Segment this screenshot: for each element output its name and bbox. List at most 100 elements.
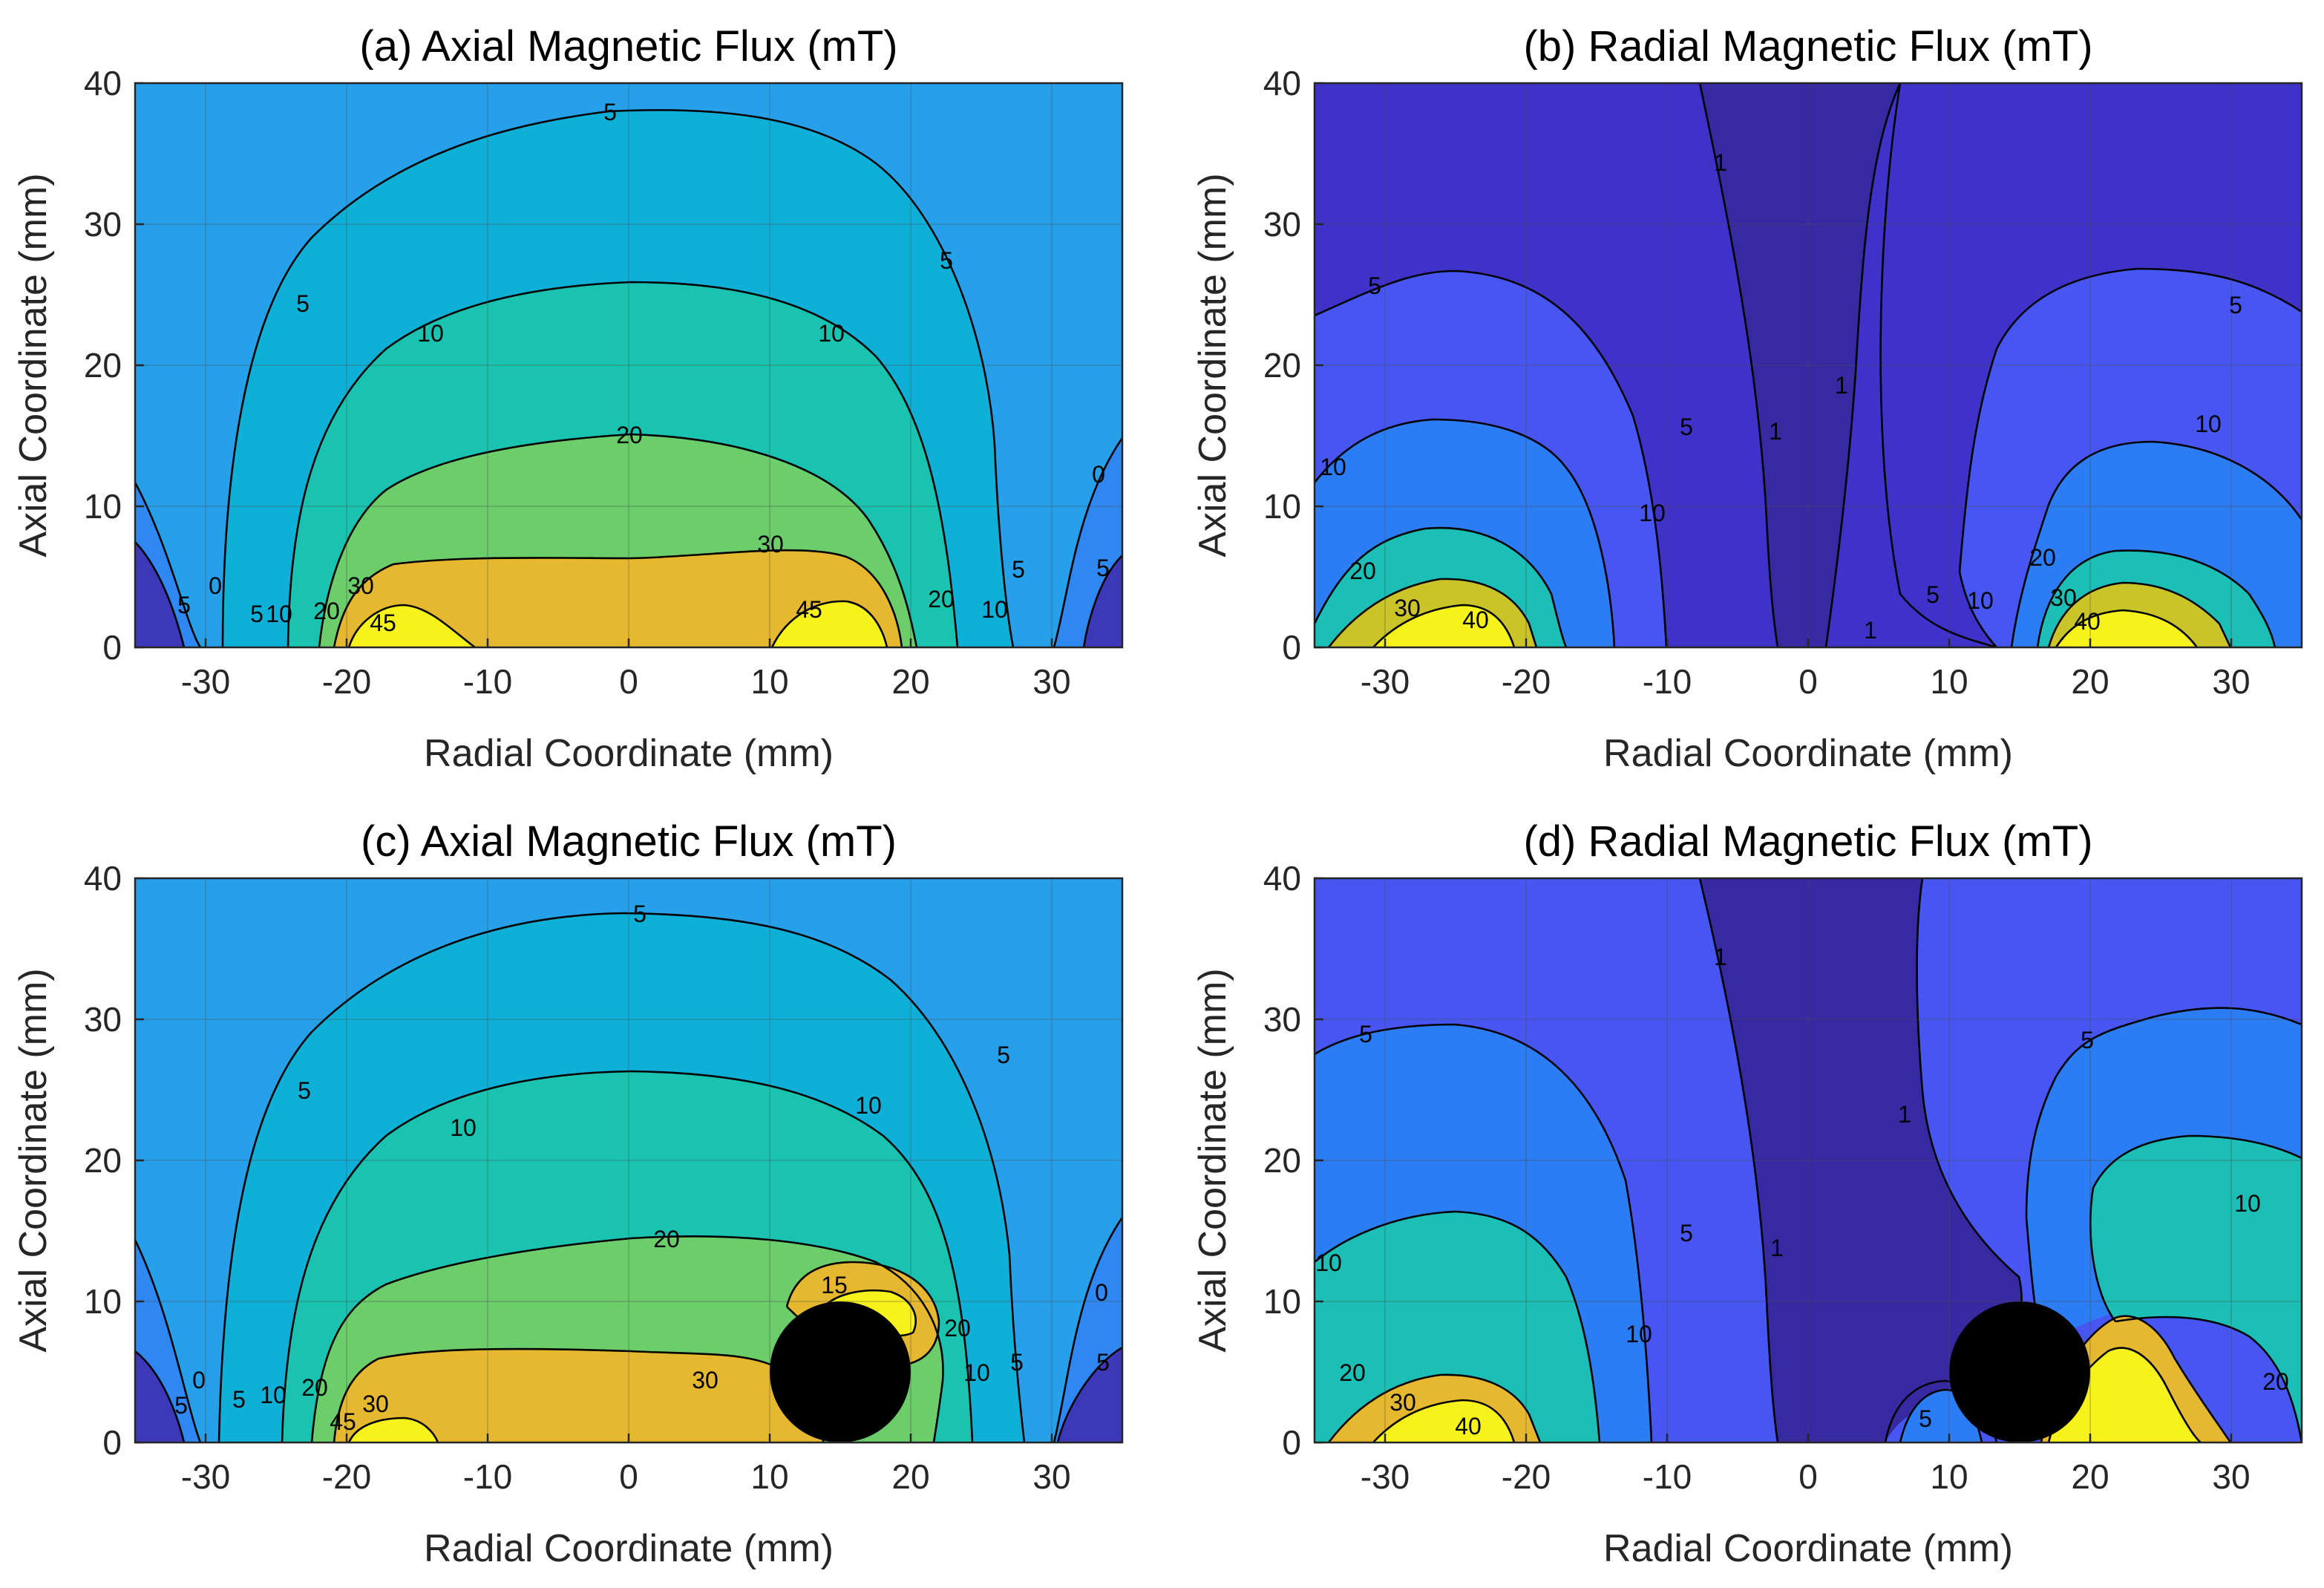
panel-b-contour-label: 40 [1462, 607, 1489, 633]
panel-a-contour-label: 20 [928, 586, 955, 612]
panel-b-contour-label: 30 [1394, 595, 1421, 621]
panel-c-contour-label: 45 [330, 1408, 356, 1435]
panel-b-region-40-left [1373, 605, 1514, 647]
panel-c-contour-label: 5 [1010, 1349, 1024, 1376]
panel-b: (b) Radial Magnetic Flux (mT) [1191, 22, 2303, 775]
panel-c-contour-label: 5 [232, 1386, 246, 1413]
panel-c-x-tick-label: 30 [1032, 1457, 1070, 1496]
panel-a-contour-label: 5 [1096, 555, 1110, 581]
panel-a-contour-label: 0 [1092, 461, 1105, 488]
panel-b-contour-label: 10 [1967, 587, 1994, 614]
panel-c-contour-label: 10 [855, 1092, 882, 1119]
panel-b-contour-label: 20 [2029, 544, 2056, 571]
panel-a-contour-label: 5 [1012, 556, 1025, 583]
panel-b-y-tick-label: 10 [1263, 487, 1301, 526]
panel-c-x-tick-label: -20 [322, 1457, 371, 1496]
panel-c-contour-label: 15 [821, 1272, 848, 1298]
panel-c: (c) Axial Magnetic Flux (mT) [12, 817, 1124, 1570]
panel-b-x-label: Radial Coordinate (mm) [1603, 732, 2013, 775]
panel-c-contour-label: 10 [450, 1114, 477, 1141]
panel-d-contour-label: 5 [2081, 1027, 2094, 1053]
panel-a-title: (a) Axial Magnetic Flux (mT) [359, 22, 897, 71]
panel-b-y-tick-label: 40 [1263, 64, 1301, 102]
panel-b-contour-labels: 1 1 1 1 5 5 5 5 10 10 10 10 20 20 30 30 … [1320, 149, 2242, 644]
panel-b-contour-label: 5 [1368, 272, 1381, 299]
panel-d-x-tick-label: -10 [1643, 1457, 1692, 1496]
panel-a-x-label: Radial Coordinate (mm) [424, 732, 834, 775]
panel-c-y-ticks: 0 10 20 30 40 [84, 859, 144, 1462]
panel-d-contour-label: 5 [1359, 1021, 1372, 1048]
panel-c-contour-labels: 5 5 5 10 10 20 20 30 30 45 15 0 0 5 5 10… [174, 901, 1110, 1435]
panel-d-contour-label: 5 [1680, 1220, 1693, 1246]
panel-b-contour-label: 40 [2074, 608, 2101, 635]
panel-b-y-ticks: 0 10 20 30 40 [1263, 64, 1323, 667]
panel-a-y-tick-label: 30 [84, 205, 122, 244]
panel-a-contour-label: 30 [347, 572, 374, 599]
panel-d-obstacle [1949, 1301, 2090, 1442]
panel-b-y-tick-label: 20 [1263, 346, 1301, 385]
panel-c-y-tick-label: 0 [102, 1423, 122, 1462]
panel-a-x-tick-label: 30 [1032, 662, 1070, 701]
panel-a: (a) Axial Magnetic Flux (mT) [12, 22, 1124, 775]
panel-c-obstacle [770, 1301, 911, 1442]
panel-c-y-tick-label: 20 [84, 1141, 122, 1180]
panel-d-y-tick-label: 10 [1263, 1282, 1301, 1321]
panel-d-contour-label: 20 [2262, 1368, 2289, 1395]
panel-a-y-label: Axial Coordinate (mm) [12, 173, 55, 557]
panel-a-contour-label: 5 [296, 290, 310, 317]
panel-d-y-ticks: 0 10 20 30 40 [1263, 859, 1323, 1462]
panel-d-region-40-left [1373, 1400, 1514, 1442]
panel-a-contour-label: 10 [981, 596, 1008, 623]
panel-c-contour-label: 5 [1096, 1349, 1110, 1376]
panel-b-y-tick-label: 0 [1282, 628, 1301, 667]
panel-b-contour-label: 5 [1680, 414, 1693, 440]
panel-b-contour-label: 10 [1639, 500, 1666, 526]
panel-a-contour-label: 5 [940, 247, 953, 274]
panel-a-region-45-right [772, 601, 887, 647]
panel-d-contour-label: 10 [2234, 1190, 2261, 1217]
panel-d-region-20-right [2090, 1136, 2302, 1442]
panel-b-contour-lines [1315, 83, 2302, 647]
panel-d-y-tick-label: 40 [1263, 859, 1301, 898]
panel-d-y-tick-label: 0 [1282, 1423, 1301, 1462]
panel-c-x-label: Radial Coordinate (mm) [424, 1527, 834, 1570]
panel-a-x-tick-label: 20 [891, 662, 929, 701]
panel-d-x-label: Radial Coordinate (mm) [1603, 1527, 2013, 1570]
panel-a-contour-label: 45 [370, 610, 396, 636]
panel-a-contour-lines [135, 108, 1122, 647]
panel-a-x-ticks: -30 -20 -10 0 10 20 30 [181, 638, 1071, 701]
panel-c-contour-label: 5 [633, 901, 647, 927]
panel-b-x-tick-label: 0 [1798, 662, 1818, 701]
panel-d-contour-label: 40 [1455, 1413, 1482, 1440]
panel-c-y-tick-label: 10 [84, 1282, 122, 1321]
panel-c-x-tick-label: -10 [463, 1457, 512, 1496]
panel-c-x-tick-label: -30 [181, 1457, 230, 1496]
panel-a-y-ticks: 0 10 20 30 40 [84, 64, 144, 667]
panel-b-x-tick-label: -30 [1361, 662, 1410, 701]
panel-b-contour-label: 10 [1320, 454, 1346, 480]
panel-c-x-tick-label: 10 [750, 1457, 788, 1496]
panel-a-contour-label: 10 [266, 601, 292, 627]
panel-c-x-tick-label: 20 [891, 1457, 929, 1496]
panel-b-contour-label: 1 [1864, 617, 1877, 644]
panel-b-x-ticks: -30 -20 -10 0 10 20 30 [1361, 638, 2251, 701]
panel-a-contour-label: 5 [177, 592, 191, 618]
panel-b-contour-label: 1 [1769, 418, 1782, 445]
panel-c-contour-label: 0 [192, 1367, 206, 1393]
panel-b-contour-label: 20 [1349, 558, 1376, 584]
panel-d-y-tick-label: 20 [1263, 1141, 1301, 1180]
panel-c-contour-label: 5 [298, 1077, 311, 1104]
panel-d-y-tick-label: 30 [1263, 1000, 1301, 1039]
panel-d-contour-label: 1 [1714, 944, 1727, 970]
panel-b-x-tick-label: 30 [2212, 662, 2250, 701]
panel-a-contour-label: 10 [417, 320, 444, 347]
panel-c-x-ticks: -30 -20 -10 0 10 20 30 [181, 1434, 1071, 1496]
panel-d-x-tick-label: 10 [1930, 1457, 1968, 1496]
panel-d-contour-labels: 1 1 1 5 5 5 10 10 10 20 20 30 40 0 5 [1315, 944, 2289, 1440]
panel-b-contour-label: 30 [2050, 584, 2077, 611]
panel-c-y-tick-label: 40 [84, 859, 122, 898]
panel-d-contour-label: 20 [1339, 1359, 1366, 1386]
panel-c-contour-label: 30 [692, 1367, 719, 1393]
panel-a-x-tick-label: 10 [750, 662, 788, 701]
